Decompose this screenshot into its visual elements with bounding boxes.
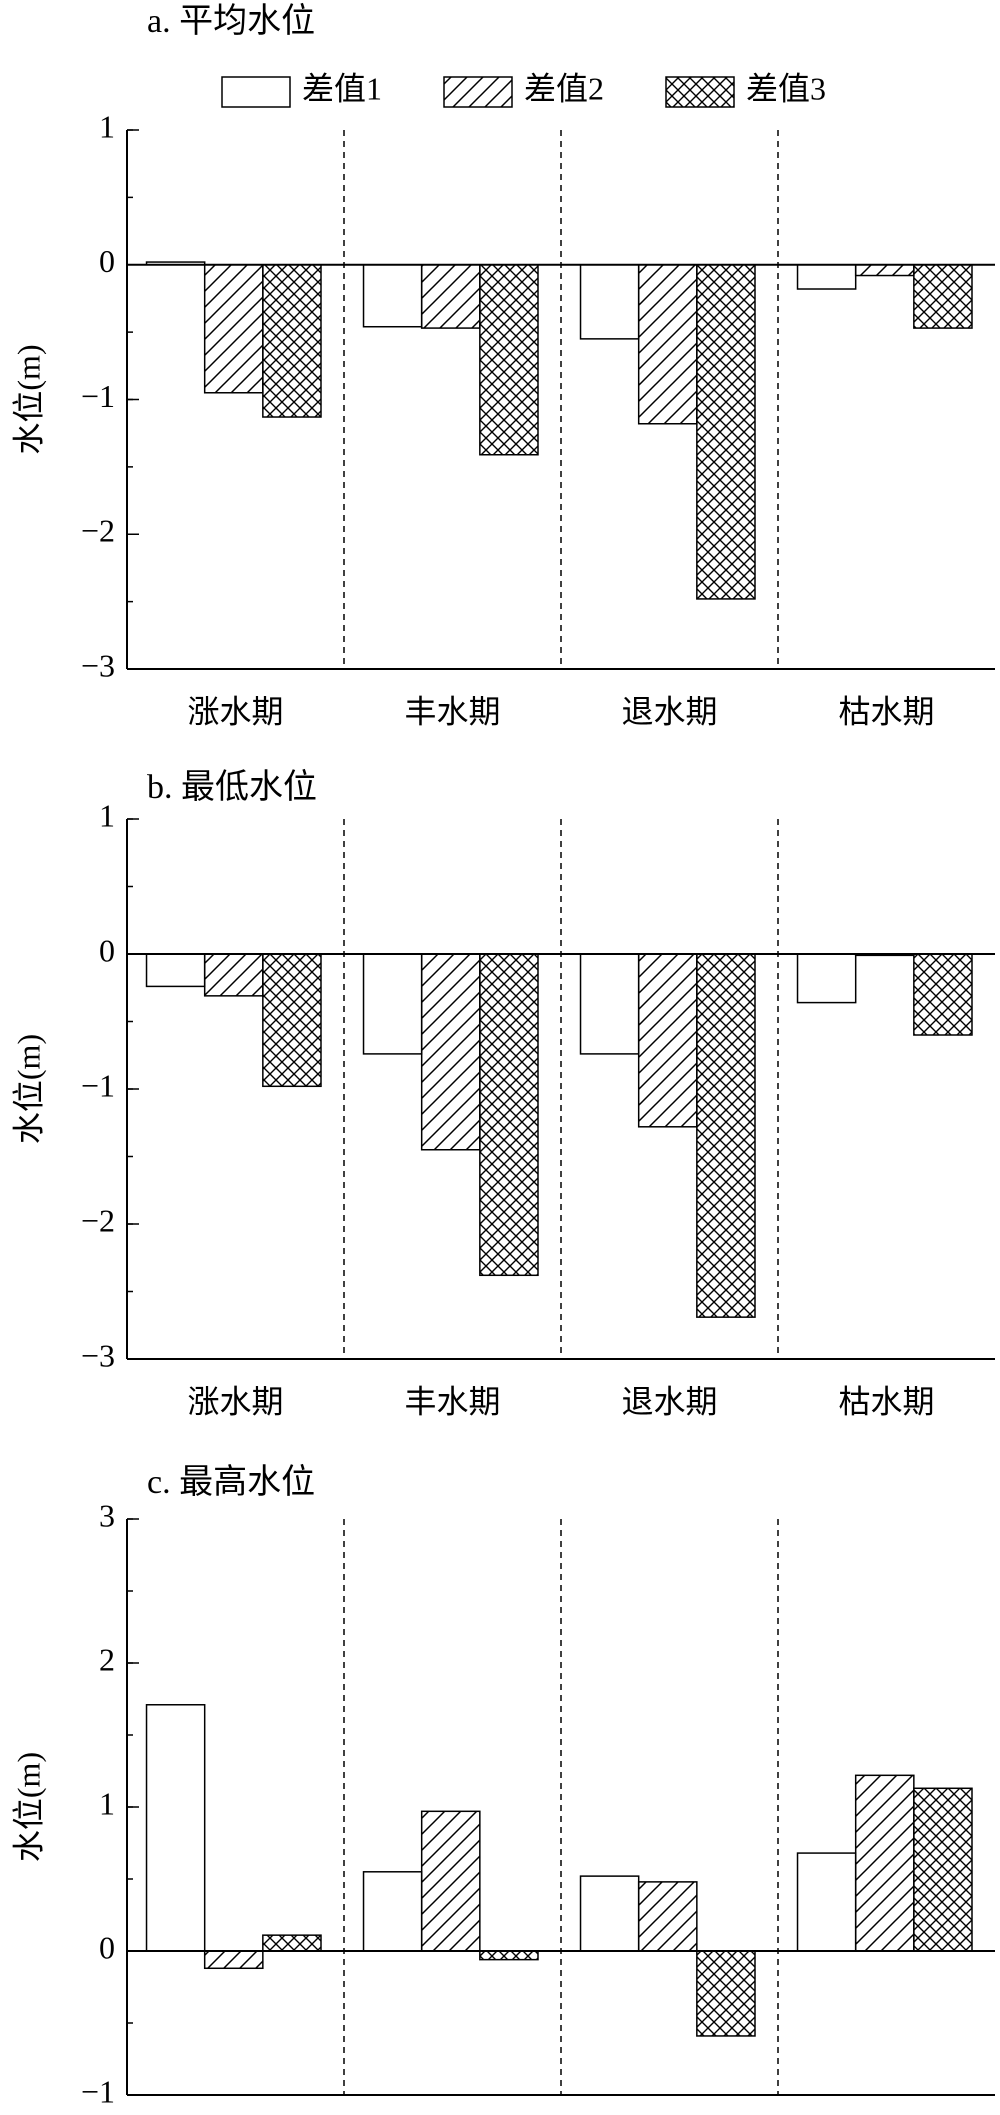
y-tick-label: −1 (81, 1067, 115, 1103)
y-axis-label: 水位(m) (10, 1752, 46, 1862)
x-tick-label: 退水期 (621, 693, 717, 729)
y-tick-label: 0 (99, 243, 115, 279)
y-tick-label: 3 (99, 1497, 115, 1533)
bar (362, 953, 423, 1055)
bar (479, 264, 539, 456)
y-tick-label: −2 (81, 1202, 115, 1238)
y-tick-label: 0 (99, 1929, 115, 1965)
y-tick-label: 1 (99, 108, 115, 144)
bar (637, 953, 698, 1128)
bar (420, 264, 481, 329)
chart-title: b. 最低水位 (147, 768, 317, 806)
bar (203, 953, 264, 997)
y-tick-label: 0 (99, 932, 115, 968)
bar (637, 264, 698, 425)
bar (579, 1875, 640, 1952)
legend-swatch (221, 76, 291, 108)
bar (579, 953, 640, 1055)
x-tick-label: 涨水期 (187, 1383, 283, 1419)
bar (696, 264, 756, 600)
bar (420, 953, 481, 1151)
chart-title: a. 平均水位 (147, 2, 315, 40)
bar (203, 264, 264, 394)
bar (696, 1950, 756, 2037)
bar (420, 1810, 481, 1952)
bar (579, 264, 640, 340)
bar (913, 1787, 973, 1952)
legend-swatch (665, 76, 735, 108)
bar (203, 1950, 264, 1970)
x-tick-label: 丰水期 (404, 1383, 500, 1419)
legend-label: 差值3 (746, 70, 826, 106)
x-tick-label: 枯水期 (838, 1383, 934, 1419)
bar (854, 1774, 915, 1952)
legend-swatch (443, 76, 513, 108)
legend-label: 差值2 (524, 70, 604, 106)
bar (145, 1704, 206, 1952)
bar (362, 1871, 423, 1952)
x-tick-label: 退水期 (621, 1383, 717, 1419)
bar (262, 953, 322, 1088)
bar (479, 953, 539, 1277)
bar (854, 264, 915, 277)
y-tick-label: −3 (81, 1337, 115, 1373)
y-tick-label: −1 (81, 2073, 115, 2109)
bar (262, 1934, 322, 1952)
bar (637, 1881, 698, 1952)
x-tick-label: 涨水期 (187, 693, 283, 729)
y-axis-label: 水位(m) (10, 344, 46, 454)
bar (262, 264, 322, 418)
bar (479, 1950, 539, 1961)
legend-label: 差值1 (302, 70, 382, 106)
bar (796, 1852, 857, 1952)
x-tick-label: 丰水期 (404, 693, 500, 729)
bar (796, 264, 857, 290)
bar (145, 953, 206, 988)
y-tick-label: −1 (81, 378, 115, 414)
y-tick-label: 2 (99, 1641, 115, 1677)
bar (913, 953, 973, 1036)
bar (913, 264, 973, 329)
chart-title: c. 最高水位 (147, 1463, 315, 1501)
bar (796, 953, 857, 1004)
y-tick-label: −2 (81, 513, 115, 549)
y-axis-label: 水位(m) (10, 1034, 46, 1144)
x-tick-label: 枯水期 (838, 693, 934, 729)
bar (362, 264, 423, 328)
y-tick-label: 1 (99, 1785, 115, 1821)
y-tick-label: 1 (99, 797, 115, 833)
bar (696, 953, 756, 1318)
y-tick-label: −3 (81, 647, 115, 683)
